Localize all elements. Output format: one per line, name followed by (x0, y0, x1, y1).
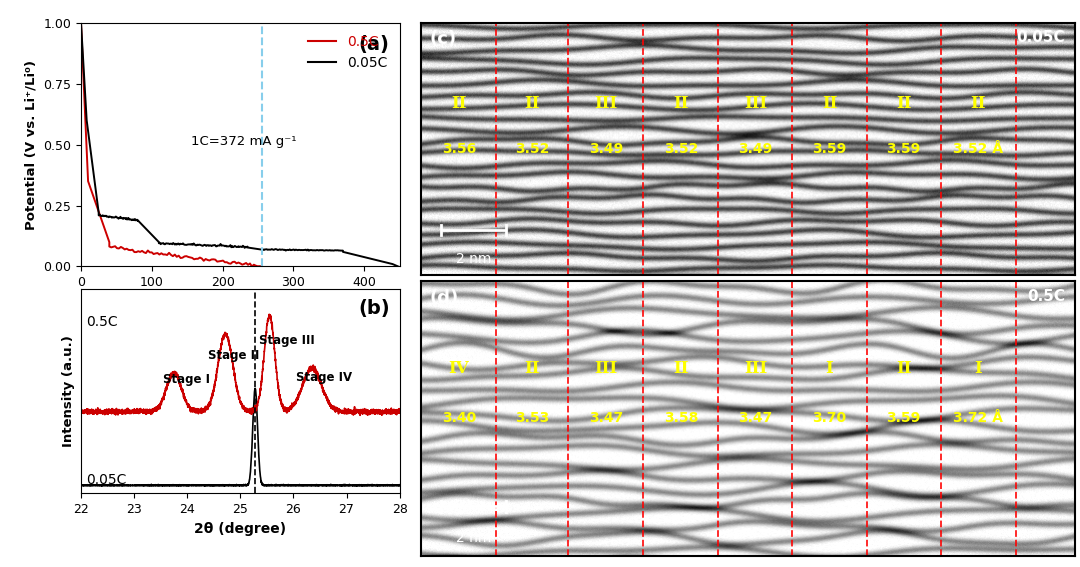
Text: IV: IV (448, 360, 469, 377)
Text: I: I (974, 360, 982, 377)
Text: 3.59: 3.59 (812, 142, 847, 156)
Y-axis label: Potential (V vs. Li⁺/Li⁰): Potential (V vs. Li⁺/Li⁰) (25, 60, 38, 230)
Text: Stage II: Stage II (208, 349, 260, 362)
Text: 3.58: 3.58 (664, 411, 698, 425)
Text: 3.40: 3.40 (442, 411, 476, 425)
Text: II: II (822, 95, 837, 112)
Text: 3.56: 3.56 (442, 142, 476, 156)
Text: 0.5C: 0.5C (1027, 289, 1065, 304)
Text: (a): (a) (359, 35, 389, 54)
Text: 3.47: 3.47 (739, 411, 772, 425)
Text: 2 nm: 2 nm (456, 252, 491, 266)
Text: II: II (525, 360, 540, 377)
Text: 3.59: 3.59 (887, 411, 921, 425)
Text: III: III (594, 95, 618, 112)
Text: 1C=372 mA g⁻¹: 1C=372 mA g⁻¹ (191, 134, 296, 147)
Text: III: III (594, 360, 618, 377)
Text: II: II (451, 95, 467, 112)
Text: II: II (525, 95, 540, 112)
Text: 0.05C: 0.05C (86, 472, 126, 486)
Text: III: III (744, 360, 767, 377)
Text: Stage IV: Stage IV (296, 371, 352, 383)
Text: Stage III: Stage III (259, 333, 314, 346)
Text: 3.47: 3.47 (589, 411, 623, 425)
Text: II: II (673, 95, 689, 112)
Text: III: III (744, 95, 767, 112)
Text: 3.53: 3.53 (515, 411, 550, 425)
Text: 0.05C: 0.05C (1016, 30, 1065, 45)
Text: (d): (d) (429, 289, 458, 307)
Text: 3.59: 3.59 (887, 142, 921, 156)
X-axis label: Specific capacity (mAh g⁻¹): Specific capacity (mAh g⁻¹) (134, 295, 347, 309)
Text: II: II (971, 95, 986, 112)
Text: 2 nm: 2 nm (456, 531, 491, 545)
Text: 3.52 Å: 3.52 Å (954, 142, 1003, 156)
Text: 3.49: 3.49 (739, 142, 772, 156)
Text: 3.52: 3.52 (515, 142, 550, 156)
Text: 0.5C: 0.5C (86, 315, 118, 329)
Text: 3.49: 3.49 (589, 142, 623, 156)
X-axis label: 2θ (degree): 2θ (degree) (194, 522, 286, 536)
Text: II: II (896, 360, 912, 377)
Text: Stage I: Stage I (163, 374, 211, 387)
Text: II: II (673, 360, 689, 377)
Text: (c): (c) (429, 30, 456, 48)
Text: 3.72 Å: 3.72 Å (954, 411, 1003, 425)
Text: II: II (896, 95, 912, 112)
Legend: 0.5C, 0.05C: 0.5C, 0.05C (302, 29, 393, 75)
Y-axis label: Intensity (a.u.): Intensity (a.u.) (63, 335, 76, 447)
Text: 3.70: 3.70 (812, 411, 847, 425)
Text: 3.52: 3.52 (664, 142, 698, 156)
Text: I: I (826, 360, 834, 377)
Text: (b): (b) (359, 299, 390, 319)
